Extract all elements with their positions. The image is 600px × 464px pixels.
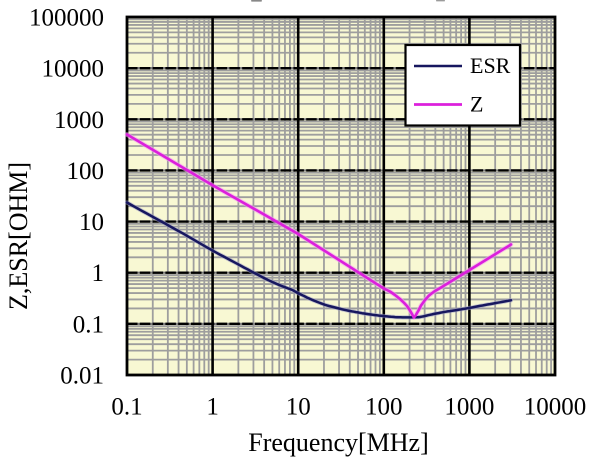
svg-text:Z,ESR[OHM]: Z,ESR[OHM] — [4, 162, 33, 310]
svg-text:100: 100 — [67, 158, 105, 185]
svg-text:0.1: 0.1 — [73, 311, 104, 338]
svg-text:1000: 1000 — [54, 107, 104, 134]
svg-text:100: 100 — [365, 394, 403, 421]
svg-text:10: 10 — [286, 394, 311, 421]
svg-text:Frequency[MHz]: Frequency[MHz] — [248, 428, 429, 457]
svg-text:ESR: ESR — [470, 53, 511, 78]
svg-text:10000: 10000 — [42, 56, 105, 83]
svg-text:100000: 100000 — [29, 5, 104, 32]
svg-text:1: 1 — [206, 394, 219, 421]
svg-text:Z: Z — [470, 92, 483, 117]
svg-text:0.1: 0.1 — [111, 394, 142, 421]
svg-text:1: 1 — [92, 260, 105, 287]
svg-text:10: 10 — [79, 209, 104, 236]
svg-text:0.01: 0.01 — [60, 363, 104, 390]
svg-text:10000: 10000 — [524, 394, 587, 421]
svg-text:1000: 1000 — [444, 394, 494, 421]
